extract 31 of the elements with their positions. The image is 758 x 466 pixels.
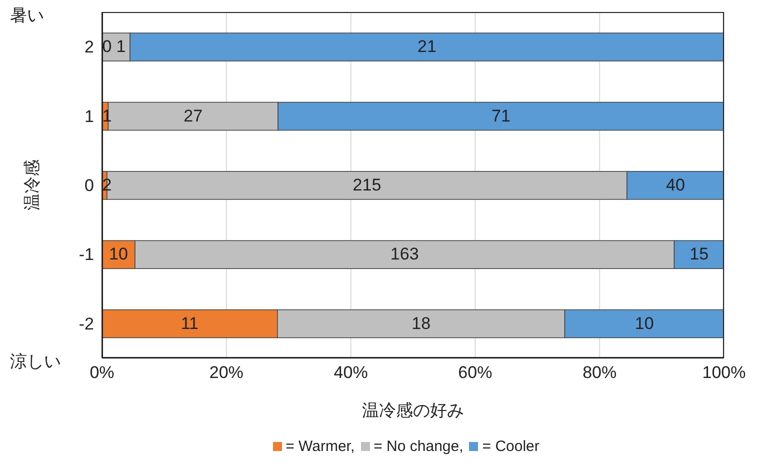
x-tick-label: 20%: [209, 363, 244, 382]
annotation: 18: [412, 314, 431, 333]
y-tick-label: -1: [78, 245, 94, 264]
legend-label: = Cooler: [482, 438, 540, 455]
annotation: 71: [492, 106, 510, 126]
x-tick-label: 80%: [582, 363, 617, 382]
annotation: 163: [390, 244, 419, 264]
y-axis-title: 温冷感: [22, 160, 42, 210]
legend-label: = Warmer,: [286, 438, 355, 455]
annotation: 2: [102, 176, 112, 194]
annotation: 215: [352, 176, 382, 194]
annotation: 10: [634, 314, 654, 333]
annotation: 27: [184, 106, 203, 126]
annotation: 21: [418, 37, 436, 56]
y-tick-label: 0: [84, 176, 94, 196]
legend-label: = No change,: [374, 438, 464, 455]
annotation: 1: [116, 37, 126, 56]
y-tick-label: -2: [78, 314, 94, 334]
annotation: 11: [180, 314, 199, 333]
x-tick-label: 60%: [458, 363, 492, 382]
text: 涼しい: [10, 351, 61, 373]
annotation: 0: [102, 37, 112, 56]
annotation: 10: [109, 244, 128, 264]
x-tick-label: 40%: [334, 363, 368, 382]
x-tick-label: 0%: [90, 363, 114, 382]
y-tick-label: 1: [84, 106, 94, 126]
annotation: 15: [690, 244, 709, 264]
x-tick-label: 100%: [702, 363, 746, 382]
y-tick-label: 2: [84, 38, 94, 57]
text: 暑い: [10, 5, 44, 27]
annotation: 40: [666, 176, 685, 194]
